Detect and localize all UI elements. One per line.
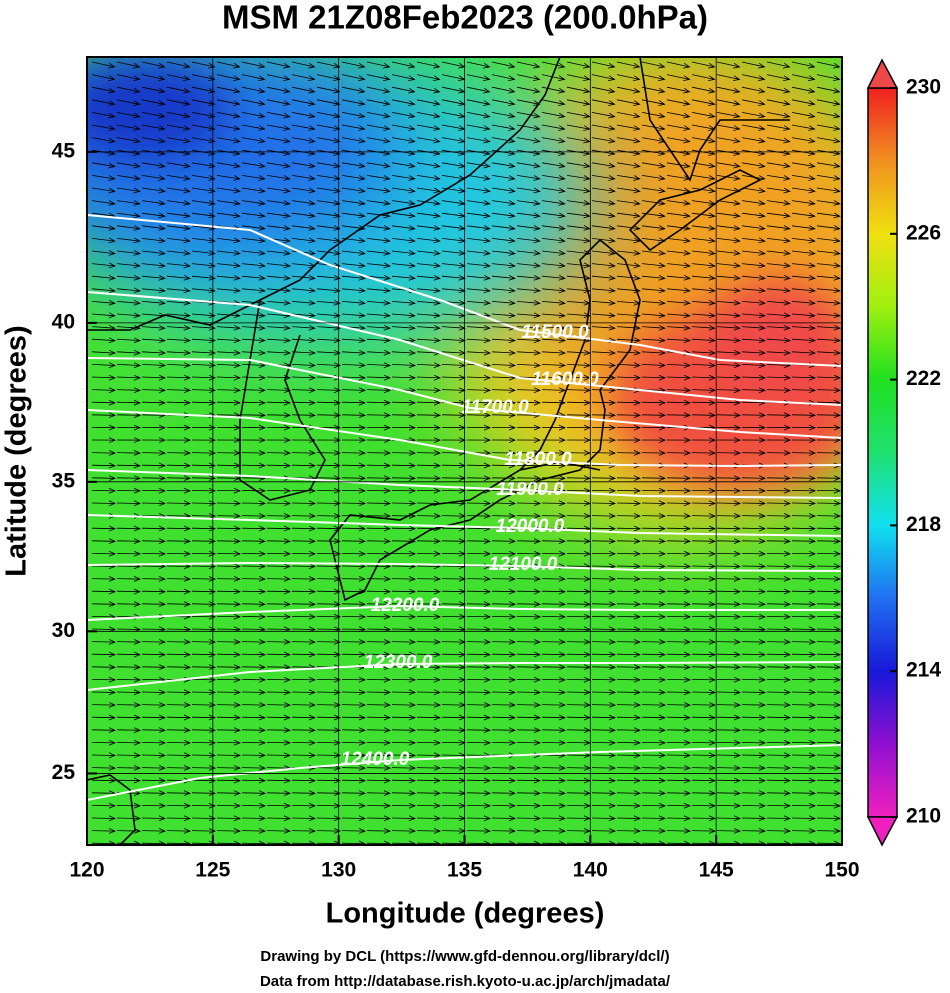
contour-label: 11900.0: [496, 479, 564, 500]
x-axis-label: Longitude (degrees): [326, 898, 605, 930]
contour-label: 11600.0: [531, 369, 599, 390]
colorbar-tick-label: 210: [906, 805, 941, 828]
colorbar-tick-label: 222: [906, 367, 941, 390]
colorbar-tick-label: 218: [906, 513, 941, 536]
footer-source: Data from http://database.rish.kyoto-u.a…: [260, 973, 671, 990]
x-tick-label: 135: [447, 859, 482, 882]
colorbar-max-arrow: [866, 58, 899, 89]
contour-label: 12200.0: [371, 595, 440, 616]
y-tick-label: 30: [52, 619, 75, 642]
colorbar-tick-label: 226: [906, 221, 941, 244]
contour-label: 11800.0: [504, 449, 572, 470]
title: MSM 21Z08Feb2023 (200.0hPa): [222, 0, 708, 36]
y-axis-label: Latitude (degrees): [1, 325, 33, 576]
x-tick-label: 120: [69, 859, 104, 882]
y-tick-label: 25: [52, 761, 76, 784]
contour-line: [87, 291, 842, 406]
contour-label: 11500.0: [521, 322, 589, 343]
contour-line: [87, 469, 842, 499]
contour-line: [87, 661, 842, 691]
colorbar: [867, 87, 898, 818]
y-tick-label: 40: [52, 310, 75, 333]
y-tick-label: 45: [52, 139, 76, 162]
contour-line: [87, 514, 842, 537]
contour-label: 12100.0: [489, 554, 558, 575]
colorbar-tick-label: 214: [906, 659, 941, 682]
footer-credit: Drawing by DCL (https://www.gfd-dennou.o…: [260, 948, 669, 965]
x-tick-label: 145: [699, 859, 734, 882]
x-tick-label: 150: [824, 859, 859, 882]
contour-label: 12000.0: [496, 516, 565, 537]
colorbar-tick-label: 230: [906, 76, 941, 99]
x-tick-label: 130: [321, 859, 356, 882]
contour-line: [87, 604, 842, 621]
x-tick-label: 140: [573, 859, 608, 882]
contour-line: [87, 357, 842, 439]
colorbar-min-arrow: [866, 816, 899, 847]
contour-label: 12300.0: [364, 652, 433, 673]
contour-line: [87, 744, 842, 801]
y-tick-label: 35: [52, 469, 76, 492]
contour-label: 11700.0: [461, 397, 529, 418]
contour-line: [87, 214, 842, 367]
contour-label: 12400.0: [341, 749, 410, 770]
x-tick-label: 125: [195, 859, 230, 882]
contour-line: [87, 409, 842, 468]
contour-line: [87, 561, 842, 572]
